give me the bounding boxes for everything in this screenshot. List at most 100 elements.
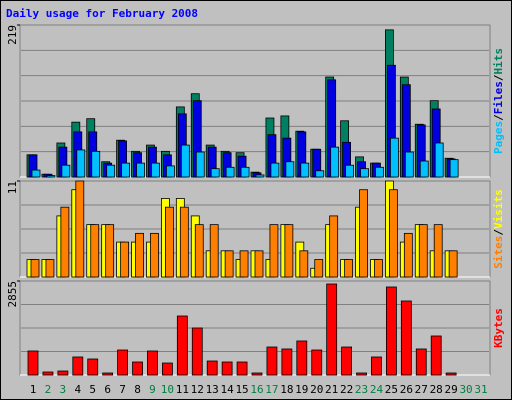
bar xyxy=(194,224,204,278)
bar xyxy=(389,137,399,178)
bar xyxy=(135,232,144,278)
x-tick-label: 1 xyxy=(30,383,37,396)
x-tick-label: 25 xyxy=(385,383,398,396)
legend-entry: KBytes xyxy=(492,308,505,348)
bar xyxy=(151,162,160,178)
bar xyxy=(60,206,70,278)
legend-separator: / xyxy=(492,229,505,236)
legend-entry: Visits xyxy=(492,189,505,229)
x-tick-label: 8 xyxy=(134,383,141,396)
bar xyxy=(121,162,130,178)
x-tick-label: 3 xyxy=(60,383,67,396)
x-tick-label: 5 xyxy=(89,383,96,396)
bar xyxy=(179,206,189,278)
bar xyxy=(329,215,339,278)
bar xyxy=(31,169,41,178)
legend: KBytes xyxy=(492,308,505,348)
legend-entry: Pages xyxy=(492,121,505,154)
x-tick-label: 12 xyxy=(191,383,204,396)
bar xyxy=(147,350,158,376)
x-tick-label: 15 xyxy=(235,383,248,396)
bar xyxy=(30,259,40,278)
bar xyxy=(161,362,173,376)
chart-title: Daily usage for February 2008 xyxy=(6,7,198,20)
bar xyxy=(27,350,39,376)
x-tick-label: 24 xyxy=(370,383,384,396)
bar xyxy=(404,151,414,178)
bar xyxy=(415,348,427,376)
bar xyxy=(117,349,128,376)
bar xyxy=(270,162,280,178)
bar xyxy=(400,300,412,376)
bar xyxy=(57,370,69,376)
bar xyxy=(120,241,129,278)
y-tick-label: 219 xyxy=(6,25,19,45)
bar xyxy=(345,164,355,178)
bar xyxy=(284,224,294,278)
bar xyxy=(359,189,368,278)
bar xyxy=(136,162,145,178)
x-tick-label: 17 xyxy=(265,383,278,396)
x-tick-label: 13 xyxy=(206,383,219,396)
bar xyxy=(195,151,205,178)
x-tick-label: 28 xyxy=(430,383,443,396)
bar xyxy=(210,168,220,178)
bar xyxy=(344,259,354,278)
bar xyxy=(132,361,143,376)
bar xyxy=(371,356,382,376)
bar xyxy=(75,180,85,278)
bar xyxy=(266,346,278,376)
bar xyxy=(448,250,458,278)
bar xyxy=(239,250,249,278)
x-tick-label: 19 xyxy=(295,383,308,396)
bar xyxy=(176,315,188,376)
bar xyxy=(255,174,265,178)
bar xyxy=(221,361,233,376)
bar xyxy=(165,165,175,178)
bar xyxy=(419,160,429,178)
bar xyxy=(105,224,115,278)
bar xyxy=(150,232,159,278)
bar xyxy=(281,348,293,376)
bar xyxy=(356,372,367,376)
bar xyxy=(385,286,397,376)
x-tick-label: 9 xyxy=(149,383,156,396)
bar xyxy=(403,232,413,278)
bar xyxy=(225,166,235,178)
bar xyxy=(164,206,174,278)
legend: Pages/Files/Hits xyxy=(492,48,505,154)
bar xyxy=(418,224,428,278)
bar xyxy=(314,259,324,278)
x-tick-label: 2 xyxy=(45,383,52,396)
bar xyxy=(434,142,444,178)
bar xyxy=(374,259,383,278)
x-tick-label: 22 xyxy=(340,383,353,396)
x-tick-label: 14 xyxy=(221,383,235,396)
x-tick-label: 30 xyxy=(459,383,472,396)
bar xyxy=(87,358,99,376)
bar xyxy=(445,372,457,376)
y-tick-label: 2855 xyxy=(6,281,19,308)
bar xyxy=(360,168,369,178)
bar xyxy=(102,372,114,376)
bar xyxy=(311,349,323,376)
bar xyxy=(61,164,71,178)
legend-entry: Files xyxy=(492,81,505,114)
x-tick-label: 29 xyxy=(445,383,458,396)
bar xyxy=(251,372,263,376)
legend: Sites/Visits xyxy=(492,189,505,269)
bar xyxy=(91,150,101,178)
x-tick-label: 6 xyxy=(104,383,111,396)
x-tick-label: 7 xyxy=(119,383,126,396)
x-tick-label: 27 xyxy=(415,383,428,396)
bar xyxy=(90,224,100,278)
bar xyxy=(45,259,55,278)
legend-entry: Sites xyxy=(492,236,505,269)
bar xyxy=(375,166,384,178)
bar xyxy=(330,146,340,178)
bar xyxy=(299,250,309,278)
x-tick-label: 18 xyxy=(280,383,293,396)
bar xyxy=(236,361,248,376)
x-tick-label: 11 xyxy=(176,383,189,396)
